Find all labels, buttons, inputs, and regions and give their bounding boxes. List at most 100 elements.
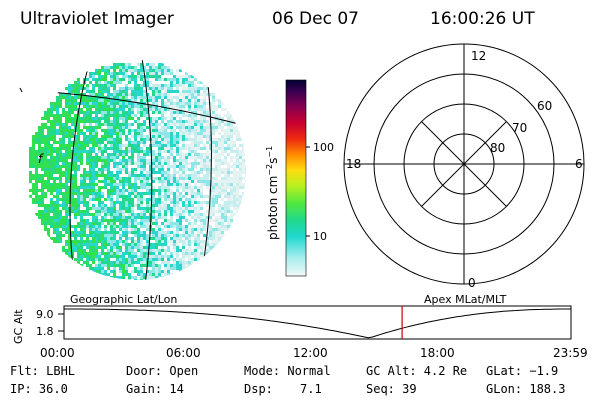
uv-pixel [161,126,164,129]
uv-pixel [80,162,83,165]
uv-pixel [128,201,131,204]
uv-pixel [233,204,236,207]
uv-pixel [119,105,122,108]
uv-pixel [158,189,161,192]
uv-pixel [224,192,227,195]
uv-pixel [74,156,77,159]
uv-pixel [122,240,125,243]
uv-pixel [47,162,50,165]
uv-pixel [143,126,146,129]
uv-pixel [125,87,128,90]
uv-pixel [50,219,53,222]
uv-pixel [143,174,146,177]
uv-pixel [128,246,131,249]
uv-pixel [62,162,65,165]
uv-pixel [221,210,224,213]
uv-pixel [128,180,131,183]
uv-pixel [68,180,71,183]
uv-pixel [98,102,101,105]
uv-pixel [86,177,89,180]
uv-pixel [77,246,80,249]
uv-pixel [158,252,161,255]
uv-pixel [158,264,161,267]
uv-pixel [92,96,95,99]
uv-pixel [149,198,152,201]
uv-pixel [188,126,191,129]
status-door: Door: Open [126,364,198,378]
uv-pixel [113,270,116,273]
uv-pixel [212,219,215,222]
uv-pixel [38,165,41,168]
uv-pixel [152,63,155,66]
uv-pixel [173,84,176,87]
uv-pixel [134,213,137,216]
uv-pixel [104,150,107,153]
uv-pixel [59,123,62,126]
uv-pixel [176,192,179,195]
uv-pixel [74,102,77,105]
uv-pixel [185,255,188,258]
uv-pixel [188,264,191,267]
uv-pixel [236,129,239,132]
uv-pixel [179,186,182,189]
uv-pixel [68,168,71,171]
uv-pixel [41,129,44,132]
uv-pixel [47,129,50,132]
uv-pixel [221,198,224,201]
uv-pixel [92,171,95,174]
uv-pixel [155,255,158,258]
uv-pixel [167,174,170,177]
uv-pixel [164,273,167,276]
uv-pixel [80,195,83,198]
uv-pixel [47,207,50,210]
uv-pixel [119,246,122,249]
uv-pixel [110,240,113,243]
uv-pixel [134,186,137,189]
uv-pixel [173,78,176,81]
uv-pixel [227,144,230,147]
uv-pixel [212,126,215,129]
uv-pixel [92,177,95,180]
uv-pixel [128,192,131,195]
uv-pixel [182,153,185,156]
uv-pixel [179,108,182,111]
uv-pixel [149,183,152,186]
uv-pixel [233,141,236,144]
uv-pixel [182,165,185,168]
uv-pixel [104,162,107,165]
uv-pixel [116,66,119,69]
uv-pixel [113,273,116,276]
uv-pixel [203,159,206,162]
uv-pixel [122,273,125,276]
uv-pixel [65,144,68,147]
uv-pixel [68,249,71,252]
uv-pixel [32,150,35,153]
uv-pixel [41,198,44,201]
uv-pixel [119,225,122,228]
uv-pixel [113,96,116,99]
uv-pixel [95,138,98,141]
uv-pixel [245,159,246,162]
longitude-line [69,60,91,280]
uv-pixel [71,225,74,228]
uv-pixel [83,231,86,234]
uv-pixel [92,156,95,159]
uv-pixel [194,240,197,243]
uv-pixel [98,264,101,267]
uv-pixel [161,246,164,249]
uv-pixel [221,183,224,186]
uv-pixel [41,150,44,153]
uv-pixel [176,204,179,207]
uv-pixel [182,246,185,249]
uv-pixel [206,204,209,207]
uv-pixel [167,270,170,273]
uv-pixel [62,249,65,252]
uv-pixel [191,117,194,120]
uv-pixel [218,219,221,222]
uv-pixel [200,114,203,117]
uv-pixel [215,153,218,156]
mlat-label-80: 80 [490,141,505,155]
uv-pixel [206,114,209,117]
uv-pixel [134,243,137,246]
uv-pixel [89,192,92,195]
